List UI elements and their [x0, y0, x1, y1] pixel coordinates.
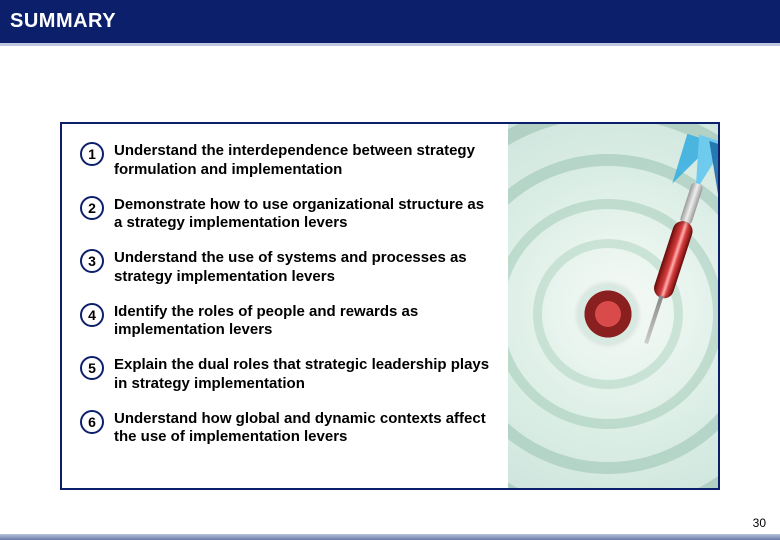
- content-box: 1 Understand the interdependence between…: [60, 122, 720, 490]
- item-number-badge: 6: [80, 410, 104, 434]
- item-number-badge: 3: [80, 249, 104, 273]
- item-text: Understand how global and dynamic contex…: [114, 410, 494, 448]
- list-item: 3 Understand the use of systems and proc…: [80, 249, 498, 287]
- item-number-badge: 1: [80, 142, 104, 166]
- dart-barrel-icon: [651, 219, 695, 301]
- page-number: 30: [753, 516, 766, 530]
- dart-shaft-icon: [679, 182, 703, 226]
- header-bar: SUMMARY: [0, 0, 780, 46]
- item-text: Explain the dual roles that strategic le…: [114, 356, 494, 394]
- list-item: 2 Demonstrate how to use organizational …: [80, 196, 498, 234]
- list-item: 5 Explain the dual roles that strategic …: [80, 356, 498, 394]
- item-number-badge: 4: [80, 303, 104, 327]
- item-text: Understand the interdependence between s…: [114, 142, 494, 180]
- item-number-badge: 5: [80, 356, 104, 380]
- page-title: SUMMARY: [10, 10, 116, 33]
- dartboard-image: [508, 124, 718, 488]
- item-text: Identify the roles of people and rewards…: [114, 303, 494, 341]
- footer-bar: [0, 534, 780, 540]
- item-number-badge: 2: [80, 196, 104, 220]
- summary-list: 1 Understand the interdependence between…: [62, 124, 508, 488]
- list-item: 4 Identify the roles of people and rewar…: [80, 303, 498, 341]
- list-item: 6 Understand how global and dynamic cont…: [80, 410, 498, 448]
- dart-tip-icon: [644, 295, 663, 344]
- item-text: Understand the use of systems and proces…: [114, 249, 494, 287]
- item-text: Demonstrate how to use organizational st…: [114, 196, 494, 234]
- list-item: 1 Understand the interdependence between…: [80, 142, 498, 180]
